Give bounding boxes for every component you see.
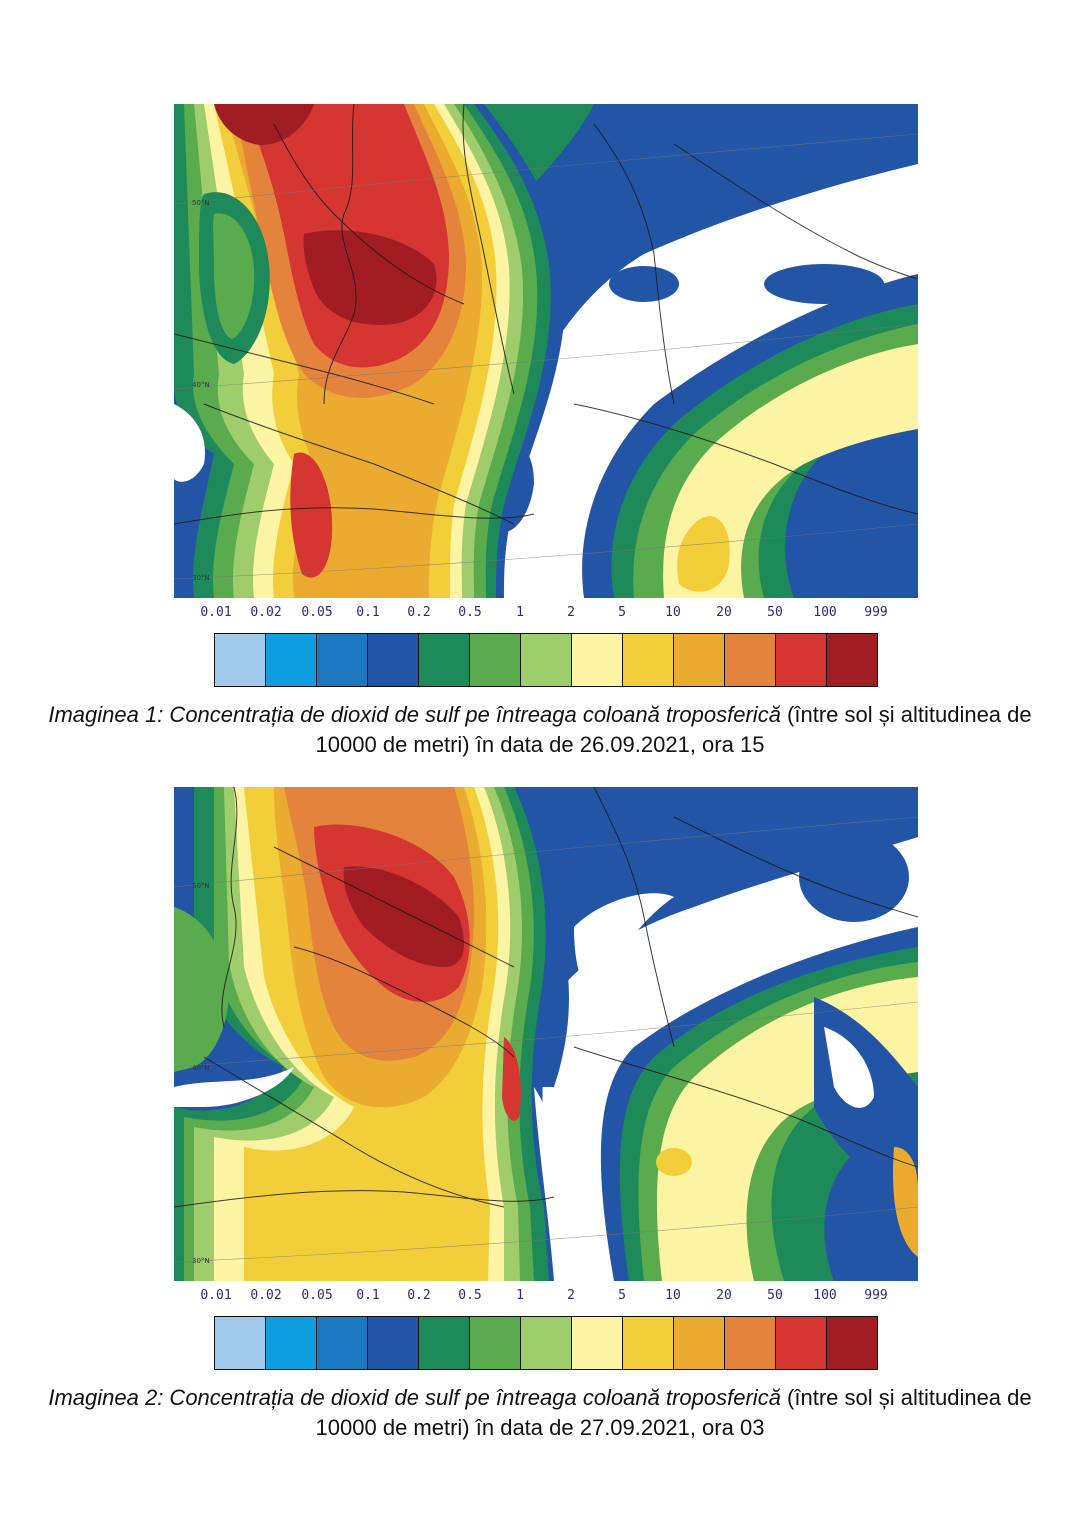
legend-swatch (827, 634, 877, 686)
legend-swatch (368, 1317, 419, 1369)
legend-swatch (266, 634, 317, 686)
figure-caption: Imaginea 1: Concentrația de dioxid de su… (30, 700, 1050, 760)
legend-tick-label: 5 (618, 1288, 626, 1303)
latitude-label: 40°N (192, 1064, 210, 1072)
legend-swatch (521, 1317, 572, 1369)
caption-detail: (între sol și altitudinea de 10000 de me… (315, 1385, 1032, 1440)
legend-swatch (725, 634, 776, 686)
latitude-label: 50°N (192, 882, 210, 890)
legend-swatch (674, 1317, 725, 1369)
legend-swatch (419, 1317, 470, 1369)
legend-swatch (827, 1317, 877, 1369)
legend-tick-label: 2 (567, 605, 575, 620)
legend-tick-label: 0.05 (301, 1288, 333, 1303)
legend-swatch (776, 1317, 827, 1369)
legend-ticks: 0.01 0.02 0.05 0.1 0.2 0.5 1 2 5 10 20 50 100 999 (174, 605, 918, 623)
legend-tick-label: 5 (618, 605, 626, 620)
legend-tick-label: 100 (813, 605, 837, 620)
latitude-label: 30°N (192, 1257, 210, 1265)
caption-detail: (între sol și altitudinea de 10000 de me… (315, 702, 1032, 757)
caption-title: Imaginea 2: Concentrația de dioxid de su… (48, 1385, 781, 1410)
legend-tick-label: 0.5 (458, 1288, 482, 1303)
legend-tick-label: 20 (716, 605, 732, 620)
figure-caption: Imaginea 2: Concentrația de dioxid de su… (30, 1383, 1050, 1443)
latitude-label: 40°N (192, 381, 210, 389)
legend-tick-label: 0.2 (407, 1288, 431, 1303)
legend-swatch (215, 634, 266, 686)
legend-tick-label: 100 (813, 1288, 837, 1303)
legend-tick-label: 2 (567, 1288, 575, 1303)
legend-swatch (419, 634, 470, 686)
legend-tick-label: 0.2 (407, 605, 431, 620)
legend-swatch (317, 634, 368, 686)
legend-ticks: 0.01 0.02 0.05 0.1 0.2 0.5 1 2 5 10 20 50 100 999 (174, 1288, 918, 1306)
legend-tick-label: 0.5 (458, 605, 482, 620)
legend-tick-label: 10 (665, 605, 681, 620)
legend-swatch (368, 634, 419, 686)
caption-title: Imaginea 1: Concentrația de dioxid de su… (48, 702, 781, 727)
legend-tick-label: 0.01 (200, 605, 232, 620)
legend-swatch (572, 634, 623, 686)
legend-tick-label: 0.1 (356, 1288, 380, 1303)
so2-concentration-map-2 (174, 787, 918, 1281)
legend-tick-label: 0.02 (250, 1288, 282, 1303)
legend-tick-label: 0.02 (250, 605, 282, 620)
legend-swatch (470, 1317, 521, 1369)
legend-tick-label: 0.05 (301, 605, 333, 620)
legend-tick-label: 1 (516, 605, 524, 620)
legend-swatch (215, 1317, 266, 1369)
legend-tick-label: 50 (767, 605, 783, 620)
legend-colorbar (214, 1316, 878, 1370)
legend-swatch (674, 634, 725, 686)
legend-tick-label: 999 (864, 605, 888, 620)
latitude-label: 50°N (192, 199, 210, 207)
legend-swatch (470, 634, 521, 686)
legend-swatch (266, 1317, 317, 1369)
latitude-label: 30°N (192, 574, 210, 582)
legend-tick-label: 0.01 (200, 1288, 232, 1303)
legend-colorbar (214, 633, 878, 687)
legend-tick-label: 10 (665, 1288, 681, 1303)
legend-tick-label: 50 (767, 1288, 783, 1303)
legend-tick-label: 999 (864, 1288, 888, 1303)
so2-concentration-map-1 (174, 104, 918, 598)
legend-swatch (623, 1317, 674, 1369)
legend-tick-label: 0.1 (356, 605, 380, 620)
legend-swatch (725, 1317, 776, 1369)
legend-swatch (317, 1317, 368, 1369)
legend-tick-label: 1 (516, 1288, 524, 1303)
legend-swatch (521, 634, 572, 686)
legend-tick-label: 20 (716, 1288, 732, 1303)
legend-swatch (776, 634, 827, 686)
legend-swatch (623, 634, 674, 686)
legend-swatch (572, 1317, 623, 1369)
